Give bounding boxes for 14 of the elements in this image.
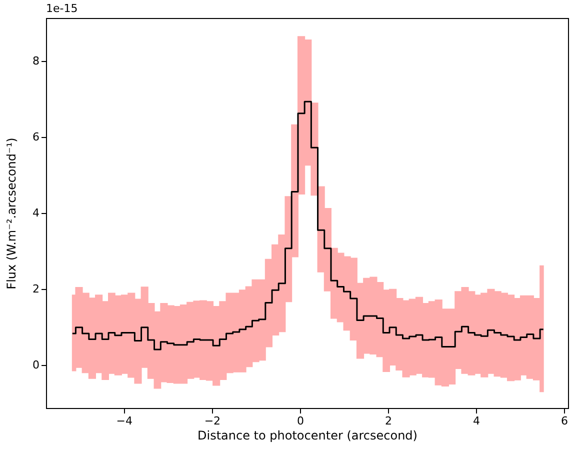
x-tick-label: 0 [296,414,304,428]
y-axis-title: Flux (W.m⁻².arcsecond⁻¹) [4,138,18,290]
y-tick-label: 0 [32,358,40,372]
y-tick-label: 4 [32,206,40,220]
x-tick-label: −4 [116,414,133,428]
y-tick-label: 2 [32,282,40,296]
y-tick-label: 6 [32,130,40,144]
x-axis-title: Distance to photocenter (arcsecond) [198,428,418,442]
x-tick-label: −2 [204,414,221,428]
x-tick-label: 6 [561,414,568,428]
x-tick-label: 4 [473,414,480,428]
y-tick-label: 8 [32,54,40,68]
text: 1e-15 [46,2,78,15]
x-tick-label: 2 [384,414,392,428]
